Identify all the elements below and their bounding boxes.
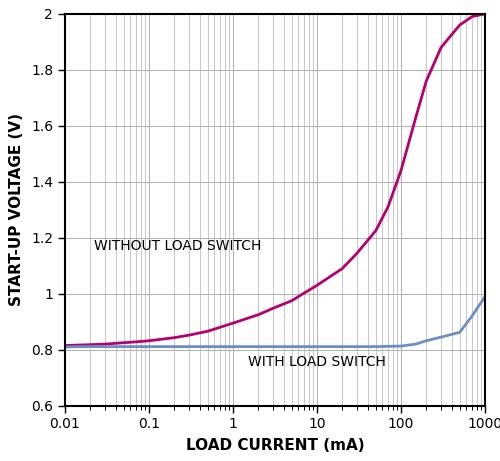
Text: WITHOUT LOAD SWITCH: WITHOUT LOAD SWITCH — [94, 239, 261, 253]
Text: WITH LOAD SWITCH: WITH LOAD SWITCH — [248, 355, 386, 369]
Y-axis label: START-UP VOLTAGE (V): START-UP VOLTAGE (V) — [9, 113, 24, 306]
X-axis label: LOAD CURRENT (mA): LOAD CURRENT (mA) — [186, 438, 364, 454]
